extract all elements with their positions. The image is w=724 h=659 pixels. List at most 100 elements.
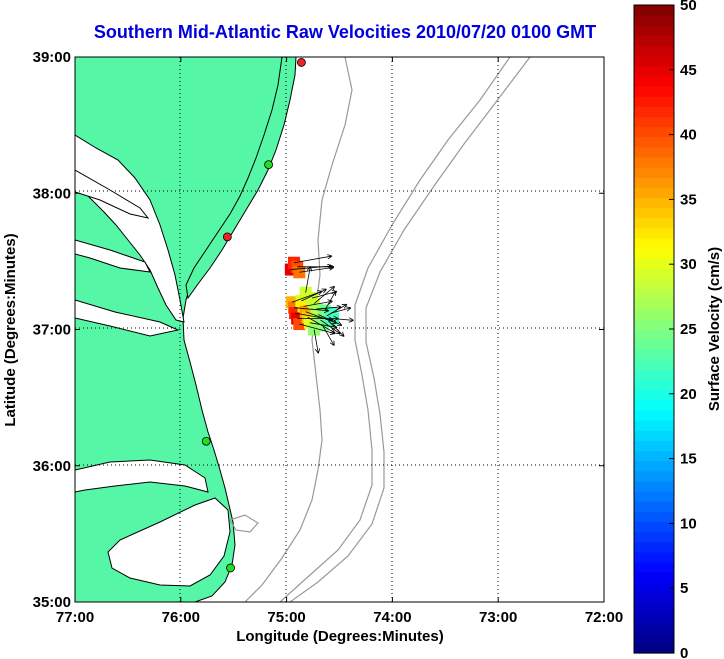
colorbar-band: [634, 541, 674, 553]
station-layer: [201, 58, 306, 573]
colorbar-band: [634, 278, 674, 290]
colorbar-band: [634, 531, 674, 543]
colorbar-band: [634, 349, 674, 360]
colorbar-band: [634, 440, 674, 452]
colorbar-band: [634, 430, 674, 441]
colorbar-tick-label: 10: [680, 515, 697, 532]
colorbar-band: [634, 399, 674, 411]
velocity-vector: [324, 292, 336, 311]
hf-radar-station: [201, 436, 211, 446]
bay-branch: [75, 239, 151, 273]
y-tick-label: 37:00: [33, 322, 71, 339]
colorbar-band: [634, 359, 674, 371]
bathymetry-contour: [279, 57, 511, 602]
hf-radar-station: [297, 58, 306, 67]
y-tick-label: 35:00: [33, 594, 71, 611]
bathymetry-contours: [229, 57, 531, 602]
colorbar-band: [634, 329, 674, 340]
colorbar-band: [634, 592, 674, 603]
colorbar-band: [634, 622, 674, 634]
colorbar-band: [634, 96, 674, 107]
colorbar-band: [634, 318, 674, 330]
grid-lines: [75, 57, 604, 602]
colorbar-band: [634, 75, 674, 87]
map-title: Southern Mid-Atlantic Raw Velocities 201…: [93, 22, 597, 42]
velocity-vector: [299, 323, 334, 333]
colorbar-band: [634, 136, 674, 148]
velocity-vector: [316, 307, 340, 309]
velocity-layer: [284, 256, 353, 352]
colorbar-band: [634, 511, 674, 522]
colorbar: 0 5 10 15 20 25 30 35 40 45 50 Surface Velocity (c…: [633, 0, 723, 659]
colorbar-band: [634, 551, 674, 563]
colorbar-tick-label: 35: [680, 191, 697, 208]
colorbar-band: [634, 197, 674, 209]
x-axis-ticks: 77:00 76:00 75:00 74:00 73:00 72:00: [56, 57, 623, 626]
colorbar-band: [634, 177, 674, 188]
colorbar-band: [634, 86, 674, 97]
delmarva-peninsula: [185, 57, 297, 300]
velocity-vector: [333, 319, 353, 321]
colorbar-band: [634, 25, 674, 36]
colorbar-tick-label: 45: [680, 62, 697, 79]
colorbar-band: [634, 612, 674, 624]
colorbar-band: [634, 389, 674, 401]
hf-radar-station: [222, 232, 232, 242]
colorbar-band: [634, 572, 674, 583]
bathymetry-contour: [229, 514, 259, 533]
colorbar-band: [634, 460, 674, 472]
velocity-vector: [320, 319, 339, 333]
colorbar-band: [634, 602, 674, 614]
colorbar-band: [634, 217, 674, 229]
colorbar-tick-label: 50: [680, 0, 697, 14]
velocity-vector: [293, 256, 331, 264]
colorbar-band: [634, 227, 674, 239]
x-tick-label: 77:00: [56, 609, 94, 626]
velocity-vector: [326, 305, 346, 317]
colorbar-band: [634, 258, 674, 269]
colorbar-tick-label: 20: [680, 386, 697, 403]
y-axis-label: Latitude (Degrees:Minutes): [2, 233, 19, 426]
colorbar-band: [634, 339, 674, 350]
land-layer: [75, 57, 297, 602]
colorbar-band: [634, 126, 674, 138]
velocity-vector: [313, 287, 334, 304]
colorbar-band: [634, 632, 674, 644]
colorbar-band: [634, 55, 674, 67]
colorbar-band: [634, 470, 674, 482]
colorbar-band: [634, 561, 674, 573]
velocity-vector: [328, 321, 344, 336]
colorbar-tick-label: 5: [680, 580, 688, 597]
colorbar-band: [634, 116, 674, 128]
colorbar-band: [634, 207, 674, 219]
colorbar-band: [634, 268, 674, 279]
colorbar-band: [634, 379, 674, 391]
colorbar-tick-label: 30: [680, 256, 697, 273]
colorbar-band: [634, 420, 674, 431]
y-tick-label: 36:00: [33, 458, 71, 475]
colorbar-band: [634, 65, 674, 77]
colorbar-band: [634, 15, 674, 26]
colorbar-band: [634, 642, 674, 654]
pamlico-sound: [107, 497, 231, 587]
x-tick-label: 76:00: [162, 609, 200, 626]
colorbar-band: [634, 491, 674, 502]
x-tick-label: 75:00: [267, 609, 305, 626]
colorbar-band: [634, 106, 674, 117]
y-tick-label: 38:00: [33, 185, 71, 202]
bathymetry-contour: [289, 57, 531, 602]
velocity-vector: [318, 314, 341, 326]
y-axis-ticks: 35:00 36:00 37:00 38:00 39:00: [33, 49, 604, 611]
colorbar-band: [634, 410, 674, 421]
velocity-vector: [330, 308, 350, 314]
colorbar-band: [634, 582, 674, 593]
colorbar-tick-label: 0: [680, 645, 688, 659]
colorbar-band: [634, 288, 674, 300]
velocity-vector: [293, 307, 328, 311]
colorbar-band: [634, 237, 674, 249]
x-tick-label: 74:00: [373, 609, 411, 626]
colorbar-band: [634, 480, 674, 492]
velocity-vector: [291, 291, 322, 303]
velocity-vector: [301, 289, 325, 302]
